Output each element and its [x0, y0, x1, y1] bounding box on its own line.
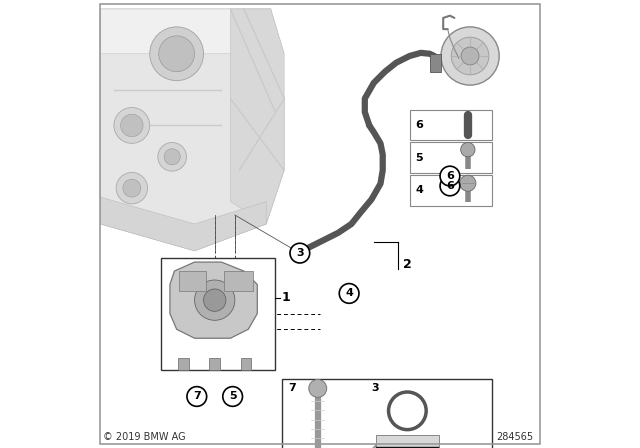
Circle shape — [440, 176, 460, 196]
Polygon shape — [100, 197, 266, 251]
Bar — [410, 142, 492, 173]
Circle shape — [195, 280, 235, 320]
Circle shape — [164, 149, 180, 165]
Polygon shape — [170, 262, 257, 338]
Circle shape — [187, 387, 207, 406]
Text: © 2019 BMW AG: © 2019 BMW AG — [102, 432, 186, 442]
Bar — [178, 358, 189, 370]
Text: 6: 6 — [446, 171, 454, 181]
Bar — [376, 435, 439, 447]
Circle shape — [339, 284, 359, 303]
Text: 4: 4 — [415, 185, 423, 195]
Text: 3: 3 — [371, 383, 379, 393]
Bar — [430, 54, 441, 72]
Text: 7: 7 — [193, 392, 201, 401]
Text: 6: 6 — [415, 120, 423, 130]
Text: 6: 6 — [446, 181, 454, 191]
Circle shape — [158, 142, 186, 171]
Circle shape — [451, 37, 489, 75]
Circle shape — [309, 379, 327, 397]
Circle shape — [461, 47, 479, 65]
Circle shape — [123, 179, 141, 197]
Circle shape — [116, 172, 147, 204]
Bar — [410, 110, 492, 140]
Bar — [223, 271, 253, 291]
Bar — [241, 358, 252, 370]
Text: 2: 2 — [403, 258, 412, 271]
Polygon shape — [368, 445, 376, 448]
Circle shape — [441, 27, 499, 85]
Bar — [179, 271, 205, 291]
Text: 7: 7 — [289, 383, 296, 393]
Circle shape — [440, 166, 460, 186]
Bar — [209, 358, 220, 370]
Circle shape — [159, 36, 195, 72]
Bar — [410, 175, 492, 206]
Circle shape — [460, 175, 476, 191]
Circle shape — [150, 27, 204, 81]
Text: 3: 3 — [296, 248, 303, 258]
Text: 5: 5 — [229, 392, 236, 401]
Text: 4: 4 — [345, 289, 353, 298]
Circle shape — [223, 387, 243, 406]
Polygon shape — [100, 9, 284, 251]
Text: 1: 1 — [282, 291, 291, 305]
Circle shape — [120, 114, 143, 137]
Circle shape — [114, 108, 150, 143]
Text: 284565: 284565 — [496, 432, 534, 442]
Circle shape — [290, 243, 310, 263]
Text: 5: 5 — [415, 153, 423, 163]
Polygon shape — [230, 9, 284, 224]
Circle shape — [292, 245, 308, 261]
Bar — [161, 258, 275, 370]
Bar — [282, 379, 493, 448]
Bar — [376, 447, 439, 448]
Circle shape — [461, 142, 475, 157]
Circle shape — [204, 289, 226, 311]
Polygon shape — [100, 9, 284, 54]
